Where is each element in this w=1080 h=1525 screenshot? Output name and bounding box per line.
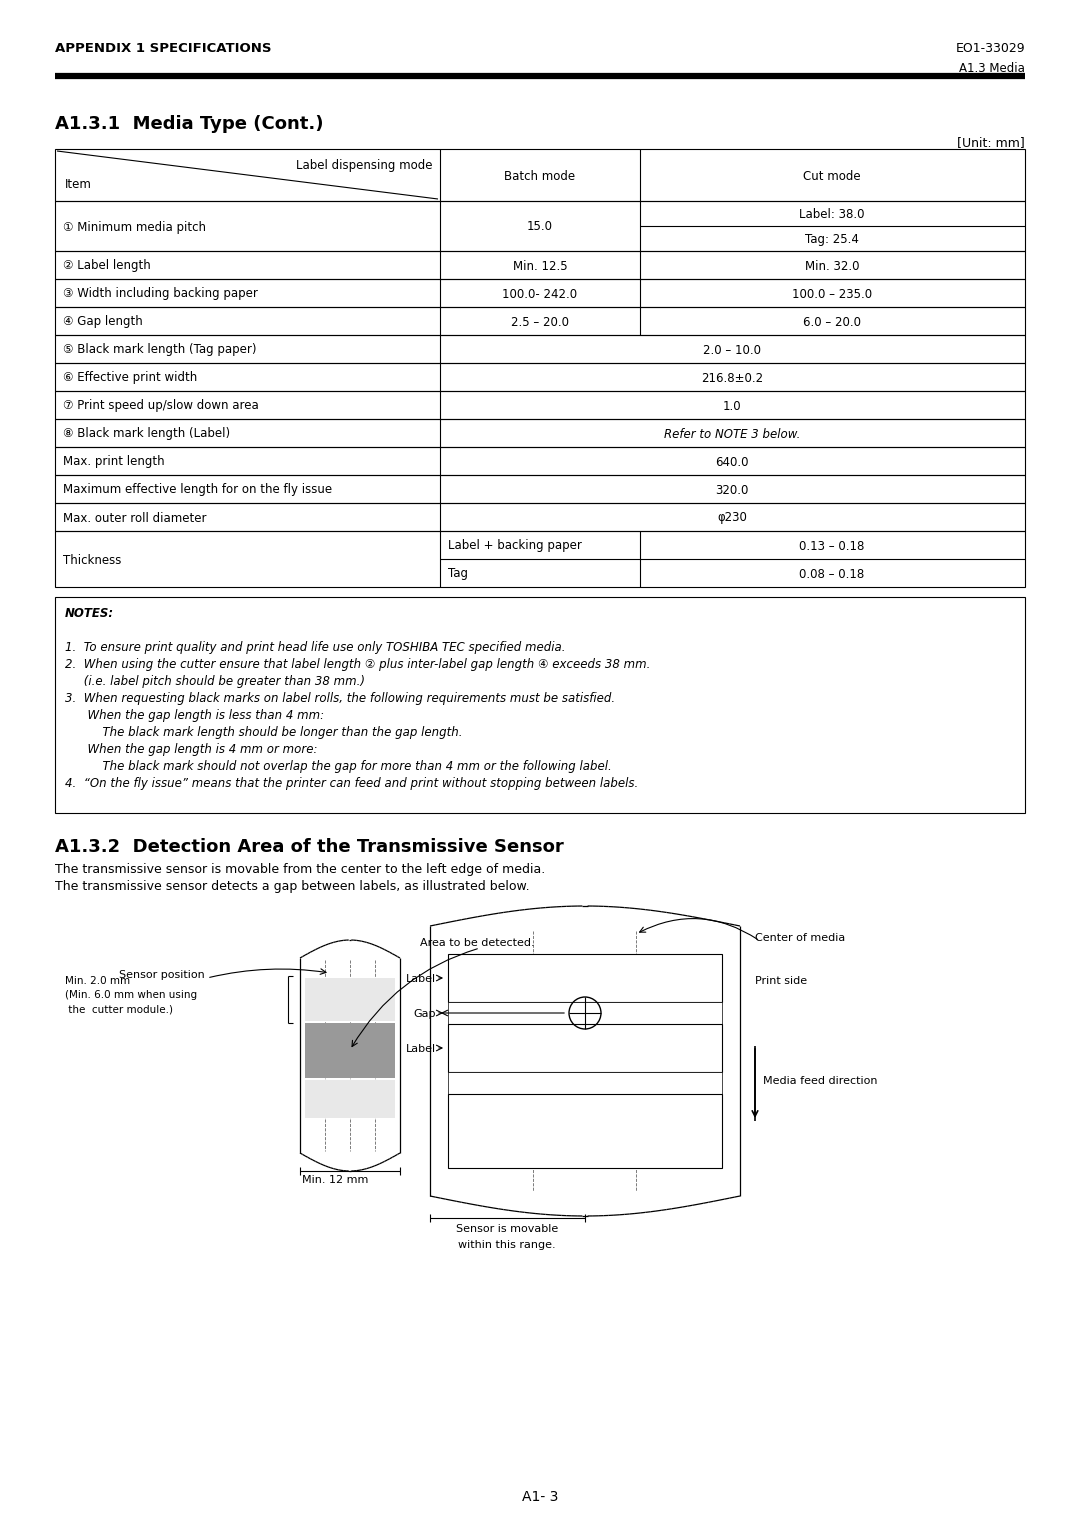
Bar: [55, 596, 1025, 813]
Bar: [55, 336, 1025, 363]
Text: Item: Item: [65, 178, 92, 191]
Bar: [305, 978, 395, 1022]
Text: 100.0- 242.0: 100.0- 242.0: [502, 288, 578, 300]
Text: the  cutter module.): the cutter module.): [65, 1003, 173, 1014]
Text: Tag: Tag: [448, 567, 468, 581]
Text: When the gap length is less than 4 mm:: When the gap length is less than 4 mm:: [65, 709, 324, 721]
Text: ⑤ Black mark length (Tag paper): ⑤ Black mark length (Tag paper): [63, 343, 257, 357]
Bar: [448, 1023, 723, 1072]
Bar: [55, 390, 1025, 419]
Text: Label: Label: [406, 974, 436, 984]
Bar: [448, 955, 723, 1002]
Text: within this range.: within this range.: [458, 1240, 556, 1250]
Bar: [55, 307, 1025, 336]
Text: ⑥ Effective print width: ⑥ Effective print width: [63, 372, 198, 384]
Text: 2.  When using the cutter ensure that label length ② plus inter-label gap length: 2. When using the cutter ensure that lab…: [65, 657, 650, 671]
Bar: [55, 149, 1025, 201]
Bar: [55, 503, 1025, 531]
Text: NOTES:: NOTES:: [65, 607, 114, 621]
Bar: [448, 1002, 723, 1023]
Text: ④ Gap length: ④ Gap length: [63, 316, 143, 328]
Text: (Min. 6.0 mm when using: (Min. 6.0 mm when using: [65, 990, 198, 1000]
Text: Min. 2.0 mm: Min. 2.0 mm: [65, 976, 130, 987]
Text: ⑦ Print speed up/slow down area: ⑦ Print speed up/slow down area: [63, 400, 259, 412]
Text: 15.0: 15.0: [527, 221, 553, 233]
Text: 0.08 – 0.18: 0.08 – 0.18: [799, 567, 865, 581]
Text: The transmissive sensor is movable from the center to the left edge of media.: The transmissive sensor is movable from …: [55, 863, 545, 875]
Text: Label: 38.0: Label: 38.0: [799, 207, 865, 221]
Text: Sensor is movable: Sensor is movable: [456, 1225, 558, 1234]
Text: 3.  When requesting black marks on label rolls, the following requirements must : 3. When requesting black marks on label …: [65, 692, 616, 705]
Text: Max. outer roll diameter: Max. outer roll diameter: [63, 511, 206, 525]
Bar: [448, 1093, 723, 1168]
Text: 320.0: 320.0: [715, 483, 748, 497]
Text: Refer to NOTE 3 below.: Refer to NOTE 3 below.: [664, 427, 800, 441]
Text: A1.3.1  Media Type (Cont.): A1.3.1 Media Type (Cont.): [55, 114, 324, 133]
Text: Cut mode: Cut mode: [804, 169, 861, 183]
Bar: [55, 252, 1025, 279]
Text: Center of media: Center of media: [755, 933, 846, 942]
Text: Maximum effective length for on the fly issue: Maximum effective length for on the fly …: [63, 483, 333, 497]
Text: 216.8±0.2: 216.8±0.2: [701, 372, 764, 384]
Text: A1.3 Media: A1.3 Media: [959, 63, 1025, 75]
Text: Area to be detected.: Area to be detected.: [420, 938, 535, 949]
Text: 6.0 – 20.0: 6.0 – 20.0: [804, 316, 861, 328]
Bar: [55, 419, 1025, 447]
Bar: [55, 363, 1025, 390]
Text: Batch mode: Batch mode: [504, 169, 576, 183]
Text: 100.0 – 235.0: 100.0 – 235.0: [792, 288, 872, 300]
Text: 2.0 – 10.0: 2.0 – 10.0: [703, 343, 761, 357]
Text: A1.3.2  Detection Area of the Transmissive Sensor: A1.3.2 Detection Area of the Transmissiv…: [55, 839, 564, 856]
Text: ⑧ Black mark length (Label): ⑧ Black mark length (Label): [63, 427, 230, 441]
Text: A1- 3: A1- 3: [522, 1490, 558, 1504]
Text: 4.  “On the fly issue” means that the printer can feed and print without stoppin: 4. “On the fly issue” means that the pri…: [65, 778, 638, 790]
Text: Gap: Gap: [414, 1010, 436, 1019]
Text: Min. 12 mm: Min. 12 mm: [302, 1174, 368, 1185]
Text: ② Label length: ② Label length: [63, 259, 151, 273]
Text: Thickness: Thickness: [63, 554, 121, 566]
Text: φ230: φ230: [717, 511, 747, 525]
Text: When the gap length is 4 mm or more:: When the gap length is 4 mm or more:: [65, 743, 318, 756]
Text: 1.  To ensure print quality and print head life use only TOSHIBA TEC specified m: 1. To ensure print quality and print hea…: [65, 640, 566, 654]
Text: The black mark length should be longer than the gap length.: The black mark length should be longer t…: [65, 726, 462, 740]
Text: APPENDIX 1 SPECIFICATIONS: APPENDIX 1 SPECIFICATIONS: [55, 43, 271, 55]
Text: (i.e. label pitch should be greater than 38 mm.): (i.e. label pitch should be greater than…: [65, 676, 365, 688]
Bar: [55, 201, 1025, 252]
Bar: [55, 447, 1025, 474]
Text: ① Minimum media pitch: ① Minimum media pitch: [63, 221, 206, 233]
Text: Label: Label: [406, 1045, 436, 1054]
Text: Media feed direction: Media feed direction: [762, 1077, 877, 1086]
Text: The black mark should not overlap the gap for more than 4 mm or the following la: The black mark should not overlap the ga…: [65, 759, 611, 773]
Text: EO1-33029: EO1-33029: [956, 43, 1025, 55]
Text: ③ Width including backing paper: ③ Width including backing paper: [63, 288, 258, 300]
Text: 1.0: 1.0: [723, 400, 741, 412]
Text: The transmissive sensor detects a gap between labels, as illustrated below.: The transmissive sensor detects a gap be…: [55, 880, 529, 894]
Bar: [448, 1072, 723, 1093]
Bar: [55, 279, 1025, 307]
Text: Min. 12.5: Min. 12.5: [513, 259, 567, 273]
Bar: [305, 1023, 395, 1078]
Text: 640.0: 640.0: [715, 456, 748, 468]
Text: Label dispensing mode: Label dispensing mode: [296, 159, 432, 172]
Text: 0.13 – 0.18: 0.13 – 0.18: [799, 540, 865, 552]
Bar: [55, 474, 1025, 503]
Text: Label + backing paper: Label + backing paper: [448, 540, 582, 552]
Text: [Unit: mm]: [Unit: mm]: [957, 136, 1025, 149]
Text: Print side: Print side: [755, 976, 807, 987]
Text: 2.5 – 20.0: 2.5 – 20.0: [511, 316, 569, 328]
Bar: [55, 531, 1025, 587]
Text: Min. 32.0: Min. 32.0: [805, 259, 860, 273]
Text: Tag: 25.4: Tag: 25.4: [805, 232, 859, 246]
Text: Max. print length: Max. print length: [63, 456, 164, 468]
Text: Sensor position: Sensor position: [119, 970, 205, 981]
Bar: [305, 1080, 395, 1118]
